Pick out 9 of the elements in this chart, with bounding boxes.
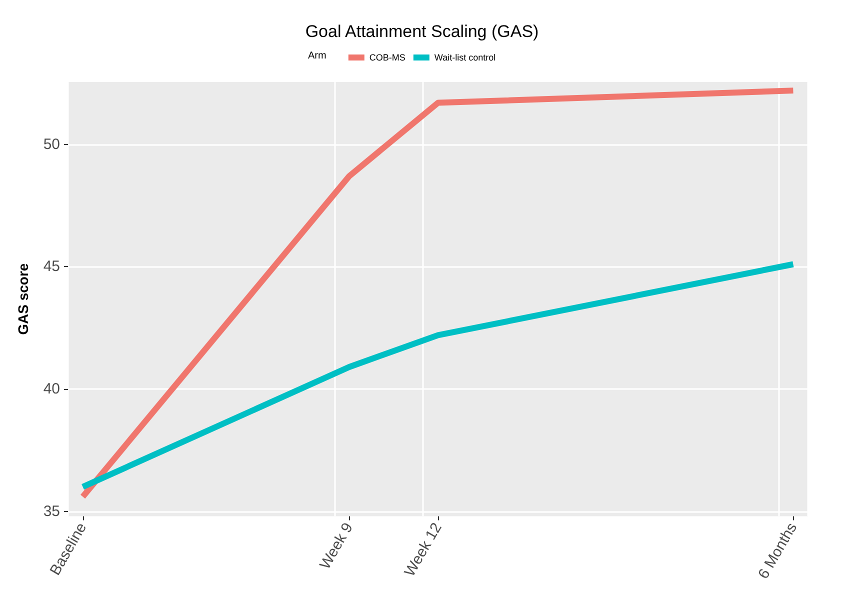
y-axis-title: GAS score <box>15 263 31 335</box>
y-tick-label: 45 <box>43 258 60 276</box>
legend-label: COB-MS <box>369 52 406 62</box>
legend-title: Arm <box>308 50 326 62</box>
legend-label: Wait-list control <box>434 52 496 62</box>
y-tick-label: 50 <box>43 136 60 153</box>
y-tick-label: 40 <box>43 380 60 398</box>
chart-title: Goal Attainment Scaling (GAS) <box>305 22 539 41</box>
y-tick-label: 35 <box>43 502 60 520</box>
